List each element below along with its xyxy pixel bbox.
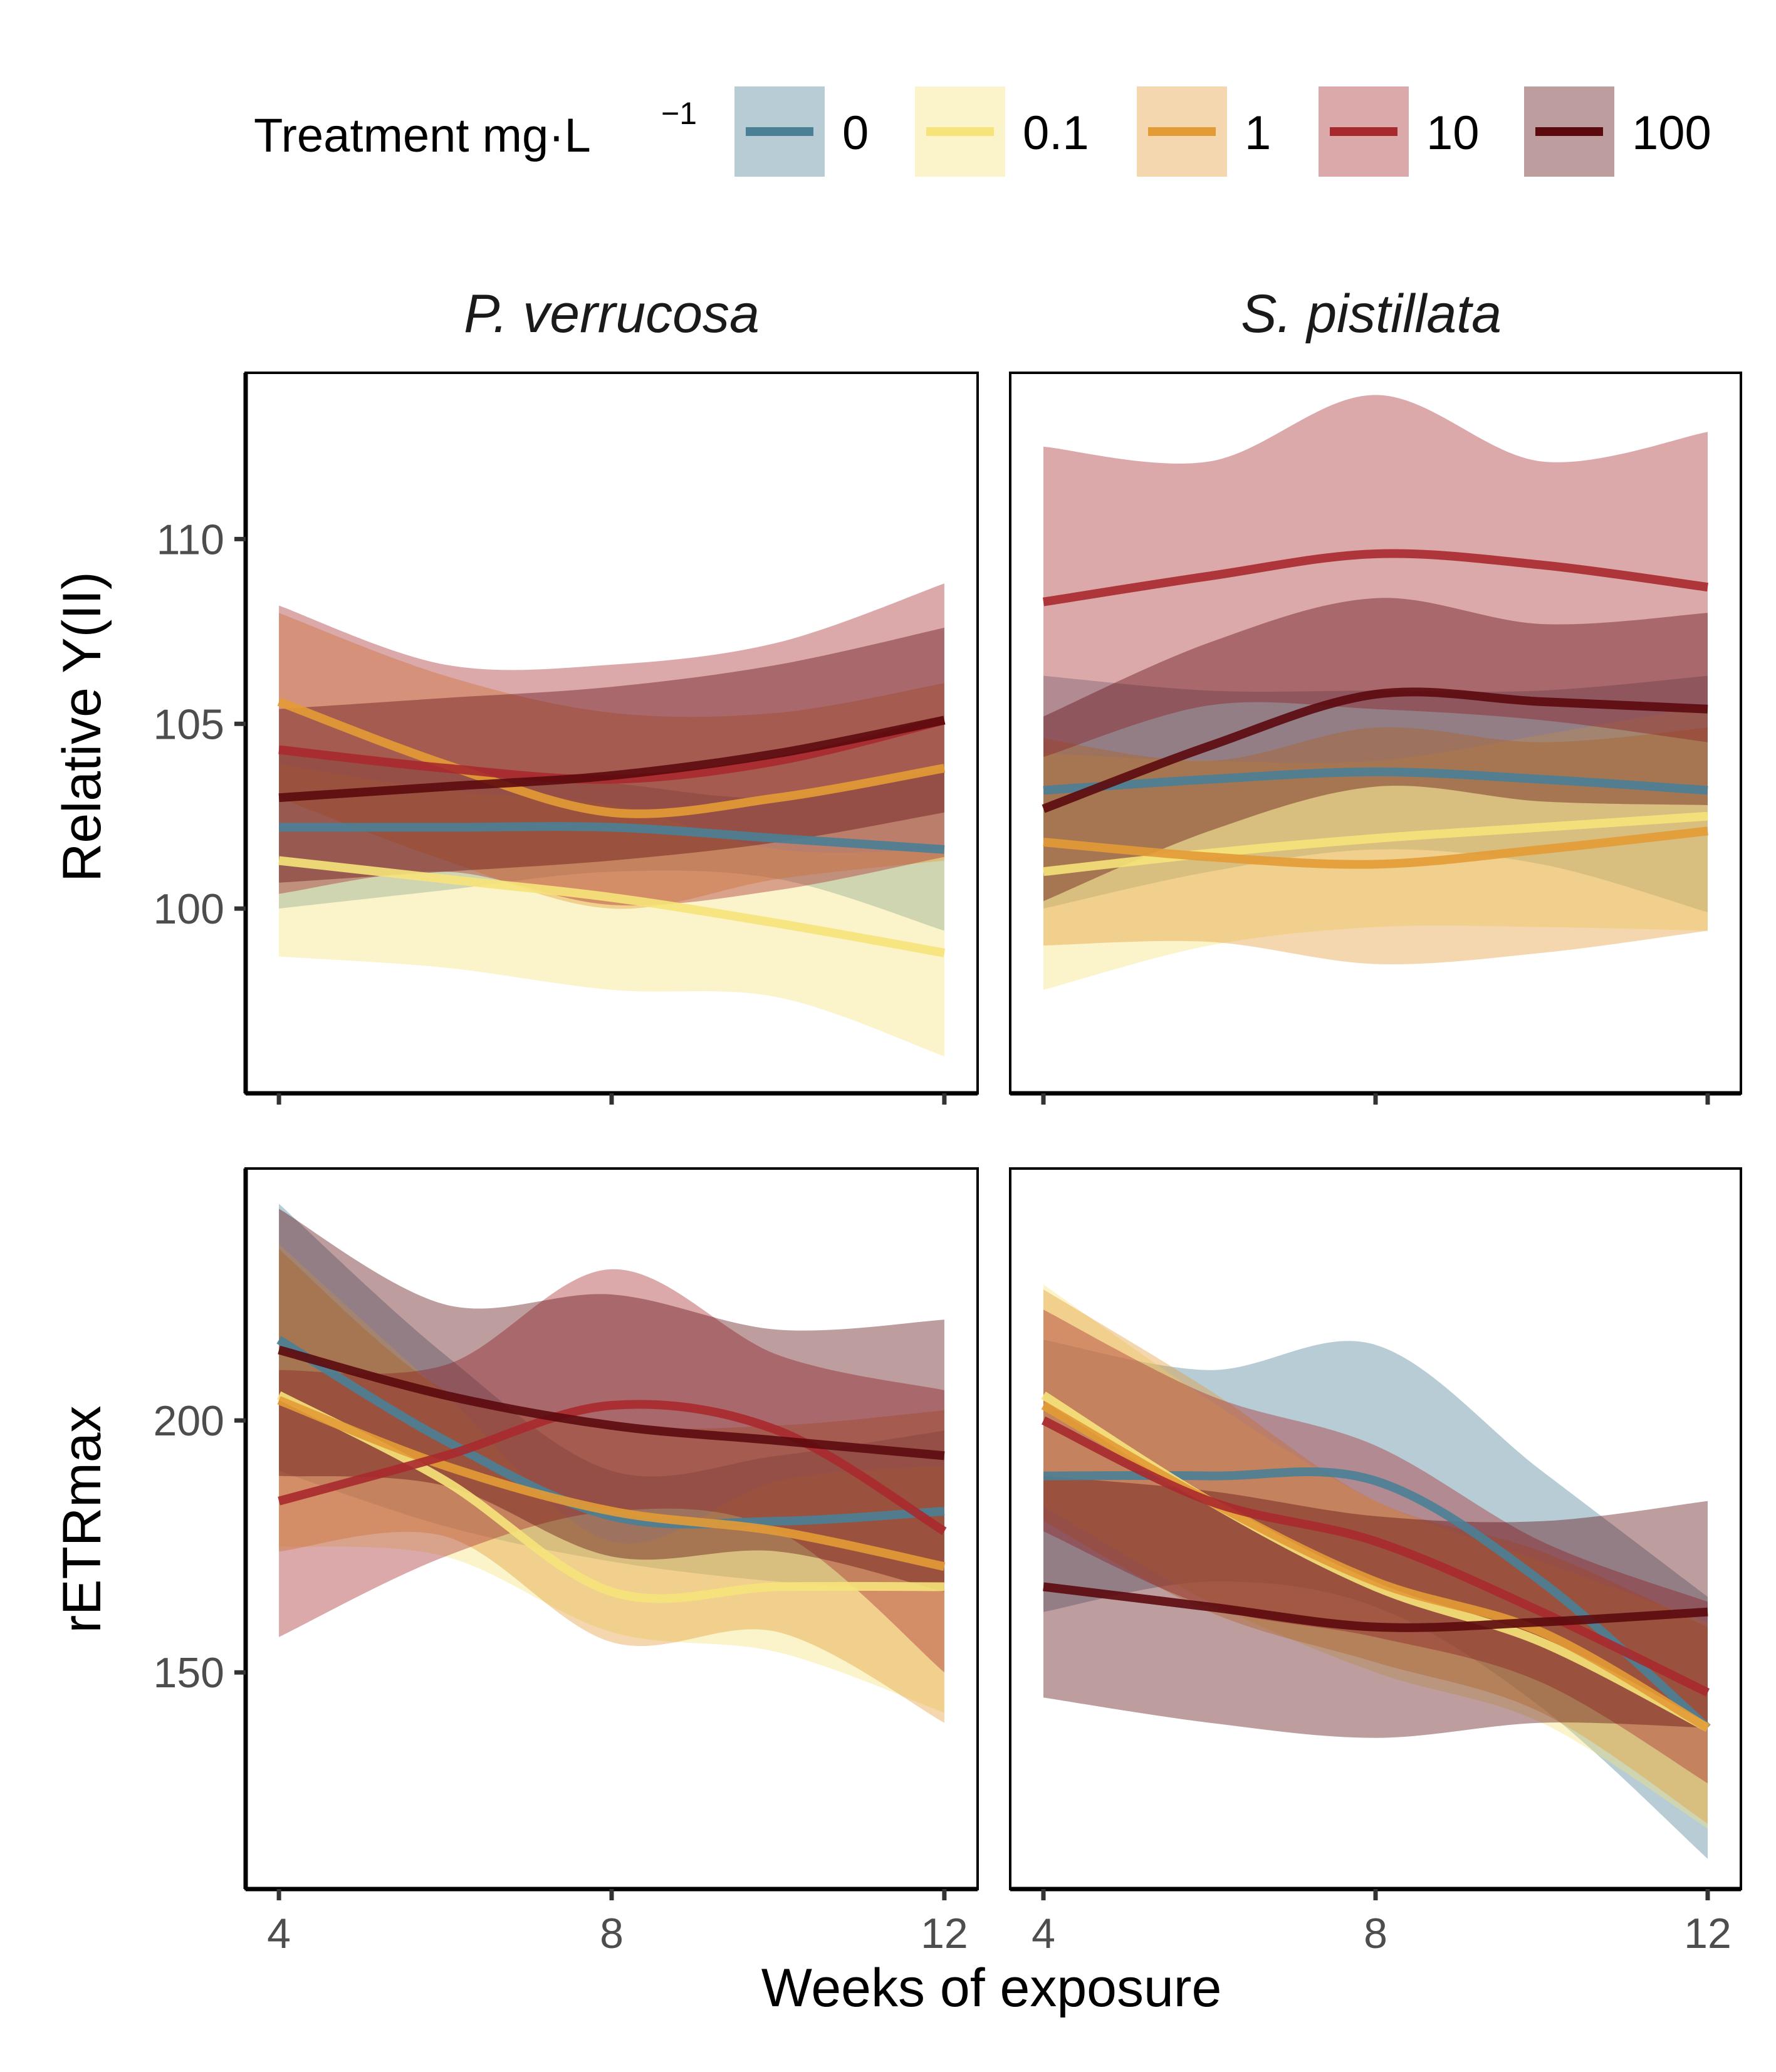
ribbon-1 (1043, 1289, 1708, 1824)
series-line-100 (278, 1345, 945, 1460)
series-line-100 (1042, 687, 1708, 813)
series-line-10 (278, 1400, 947, 1535)
series-line-1 (277, 1396, 946, 1571)
series-line-0 (279, 822, 945, 854)
legend-label-100: 100 (1632, 107, 1711, 160)
legend-label-0.1: 0.1 (1023, 107, 1089, 160)
series-line-10 (1042, 549, 1708, 607)
y-tick-label: 200 (154, 1397, 224, 1445)
series-line-1 (1041, 1401, 1710, 1732)
ribbon-10 (1043, 1309, 1708, 1784)
ribbon-100 (1043, 1476, 1708, 1738)
panel-spistillata-retrmax: 4 8 12 (1009, 1167, 1742, 1957)
y-axis-title-top: Relative Y(II) (52, 571, 112, 882)
y-tick-label: 110 (157, 516, 224, 563)
series-line-0 (276, 1336, 945, 1529)
legend-label-0: 0 (842, 107, 869, 160)
y-tick-label: 150 (154, 1649, 224, 1697)
ribbon-0.1 (279, 764, 944, 1056)
series-line-100 (1043, 1582, 1708, 1632)
legend-label-1: 1 (1245, 107, 1271, 160)
panel-pverrucosa-yii: 100 105 110 (154, 372, 979, 1105)
legend-title-superscript: −1 (661, 96, 697, 131)
ribbon-10 (1043, 395, 1708, 757)
y-axis-title-bottom: rETRmax (52, 1405, 112, 1633)
series-line-0 (1043, 767, 1708, 795)
series-line-1 (1043, 826, 1708, 869)
panel-spistillata-yii (1009, 372, 1742, 1105)
ribbon-0 (1043, 1340, 1708, 1859)
x-tick-label: 12 (1684, 1910, 1732, 1957)
panel-pverrucosa-retrmax: 4 8 12 150 200 (154, 1167, 979, 1957)
legend-label-10: 10 (1426, 107, 1480, 160)
x-axis-title: Weeks of exposure (761, 1958, 1222, 2018)
ribbon-100 (279, 1209, 944, 1592)
ribbon-100 (279, 627, 944, 883)
y-tick-label: 100 (154, 885, 224, 933)
panel-background (246, 1169, 978, 1889)
series-line-10 (1041, 1416, 1710, 1697)
legend: Treatment mg·L −1 0 0.1 1 10 100 (254, 86, 1711, 177)
ribbon-0 (279, 746, 944, 931)
ribbon-100 (1043, 598, 1708, 902)
series-line-100 (278, 716, 946, 803)
x-tick-label: 4 (1032, 1910, 1055, 1957)
series-line-0.1 (1043, 811, 1708, 877)
x-tick-label: 4 (267, 1910, 291, 1957)
ribbon-0 (279, 1204, 944, 1592)
panel-background (1010, 373, 1741, 1093)
y-tick-label: 105 (154, 700, 224, 748)
panel-background (1010, 1169, 1741, 1889)
x-tick-label: 12 (921, 1910, 968, 1957)
ribbon-10 (279, 1269, 944, 1673)
x-tick-label: 8 (600, 1910, 624, 1957)
facet-title-right: S. pistillata (1241, 284, 1502, 344)
x-tick-label: 8 (1364, 1910, 1387, 1957)
ribbon-1 (1043, 727, 1708, 965)
ribbon-0.1 (279, 1244, 944, 1713)
ribbon-0.1 (1043, 1284, 1708, 1829)
facet-title-left: P. verrucosa (464, 284, 760, 344)
series-line-0.1 (278, 856, 946, 957)
legend-title: Treatment mg·L (254, 109, 591, 162)
legend-keys: 0 0.1 1 10 100 (734, 86, 1711, 177)
ribbon-1 (279, 1249, 944, 1723)
series-line-1 (277, 697, 946, 818)
